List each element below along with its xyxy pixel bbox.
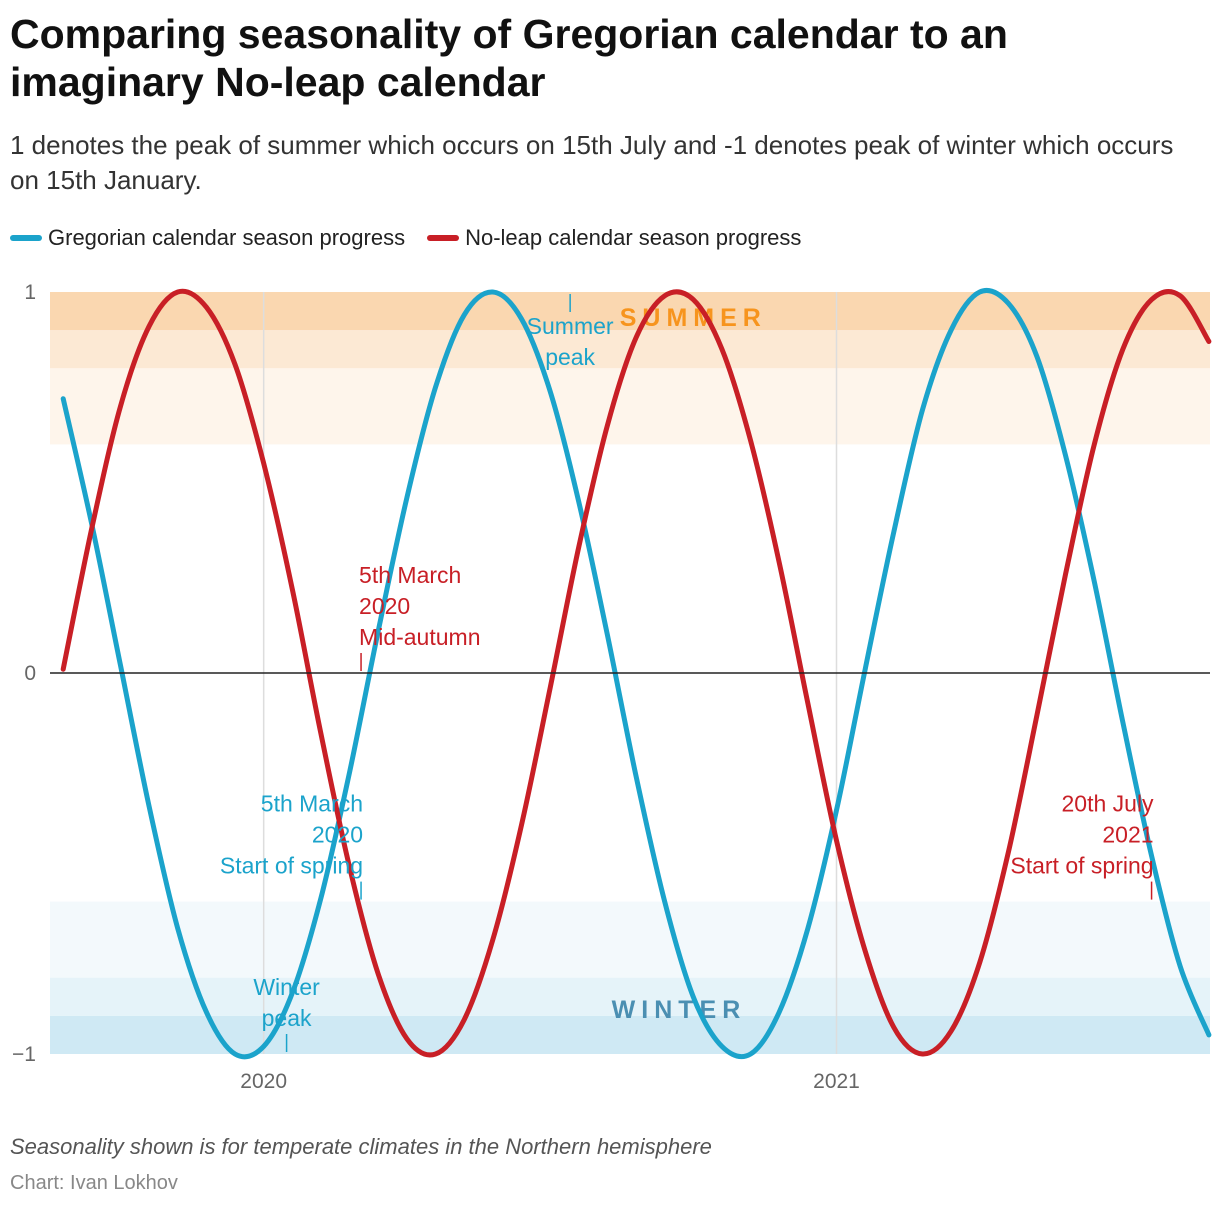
annotation-line: 5th March: [261, 791, 363, 817]
legend-label-gregorian: Gregorian calendar season progress: [48, 225, 406, 250]
annotation-line: 20th July: [1062, 791, 1155, 817]
legend-swatch-noleap: [427, 235, 460, 241]
winter-band-tier-0: [50, 1015, 1210, 1054]
noleap-series-line: [60, 288, 1212, 1058]
chart-credit: Chart: Ivan Lokhov: [10, 1172, 178, 1194]
legend-label-noleap: No-leap calendar season progress: [465, 225, 802, 250]
chart-series: [60, 287, 1212, 1060]
y-tick-label: −1: [12, 1043, 36, 1066]
legend-swatch-gregorian: [10, 235, 42, 241]
legend: Gregorian calendar season progress No-le…: [10, 224, 823, 252]
winter-band-label: WINTER: [612, 996, 747, 1024]
legend-item-gregorian[interactable]: Gregorian calendar season progress: [10, 225, 405, 251]
annotation-line: 5th March: [359, 562, 461, 588]
gregorian-series-line: [60, 287, 1212, 1060]
winter-band-tier-1: [50, 977, 1210, 1016]
annotation-label: Summer peak: [527, 313, 614, 370]
annotation-line: Winter: [253, 974, 320, 1000]
x-tick-label: 2021: [813, 1070, 860, 1093]
annotation-label: 20th July 2021 Start of spring: [1010, 791, 1154, 879]
x-tick-label: 2020: [240, 1070, 287, 1093]
y-tick-label: 1: [24, 281, 36, 304]
chart-subtitle: 1 denotes the peak of summer which occur…: [10, 130, 1174, 195]
legend-item-noleap[interactable]: No-leap calendar season progress: [427, 225, 801, 251]
annotation-line: Start of spring: [1010, 853, 1153, 879]
y-tick-label: 0: [24, 662, 36, 685]
summer-band-tier-2: [50, 368, 1210, 445]
annotation-line: Summer: [527, 313, 614, 339]
chart-axes: 1 0 −1 2020 2021: [12, 281, 1210, 1093]
chart-title: Comparing seasonality of Gregorian calen…: [10, 11, 1008, 105]
annotation-line: 2020: [359, 593, 410, 619]
annotation-line: peak: [262, 1005, 312, 1031]
annotation-line: 2021: [1102, 822, 1153, 848]
annotation-label: Winter peak: [253, 974, 320, 1031]
annotation-line: Mid-autumn: [359, 624, 480, 650]
footnote: Seasonality shown is for temperate clima…: [10, 1134, 712, 1159]
annotation-line: peak: [545, 344, 595, 370]
annotation-line: 2020: [312, 822, 363, 848]
winter-band-tier-2: [50, 901, 1210, 978]
chart-annotations: Winter peak Summer peak 5th March 2020 Start o…: [220, 294, 1154, 1052]
annotation-label: 5th March 2020 Mid-autumn: [359, 562, 480, 650]
annotation-line: Start of spring: [220, 853, 363, 879]
annotation-label: 5th March 2020 Start of spring: [220, 791, 363, 879]
